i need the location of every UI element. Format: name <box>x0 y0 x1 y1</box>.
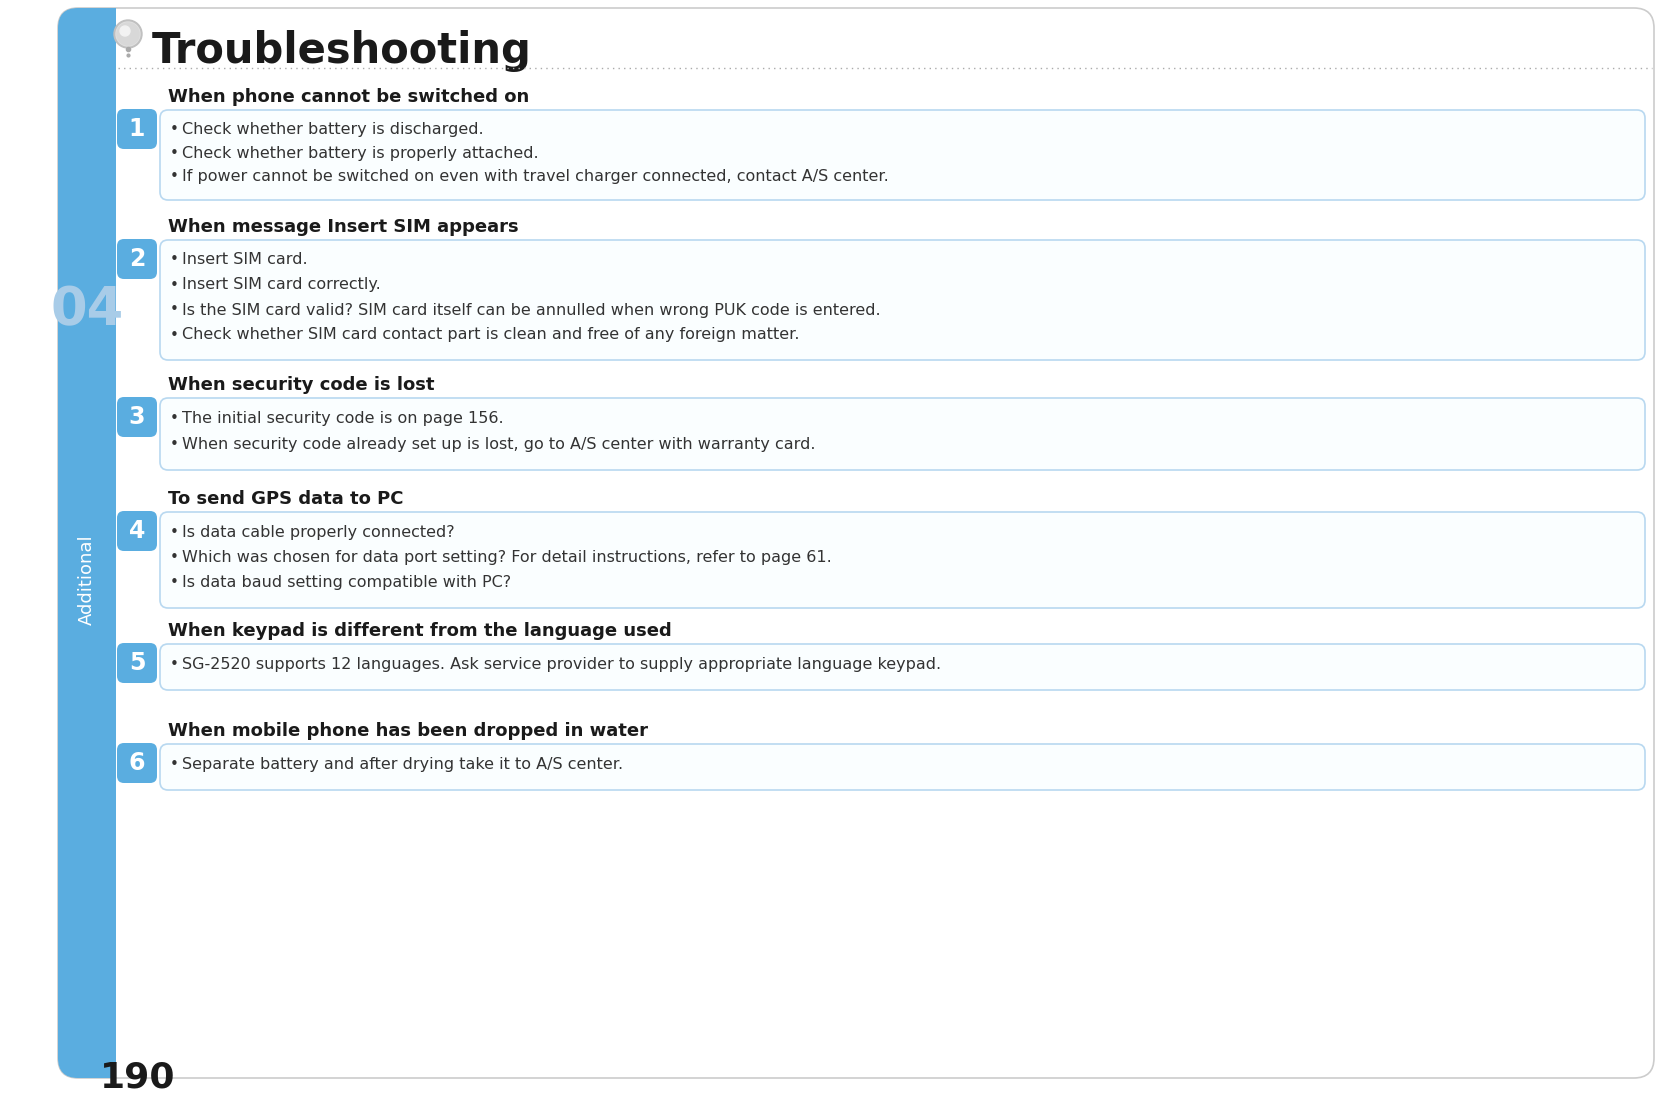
Text: Check whether battery is discharged.: Check whether battery is discharged. <box>182 123 483 138</box>
Text: •: • <box>170 123 178 138</box>
Text: •: • <box>170 278 178 292</box>
Text: •: • <box>170 524 178 539</box>
Text: Check whether battery is properly attached.: Check whether battery is properly attach… <box>182 146 538 161</box>
Circle shape <box>117 23 138 45</box>
FancyBboxPatch shape <box>58 8 117 1078</box>
FancyBboxPatch shape <box>160 512 1645 608</box>
Text: •: • <box>170 437 178 452</box>
Text: 1: 1 <box>128 117 145 141</box>
Text: When keypad is different from the language used: When keypad is different from the langua… <box>168 622 672 640</box>
Text: When security code is lost: When security code is lost <box>168 376 435 394</box>
Text: Separate battery and after drying take it to A/S center.: Separate battery and after drying take i… <box>182 757 623 771</box>
Text: When phone cannot be switched on: When phone cannot be switched on <box>168 88 528 106</box>
FancyBboxPatch shape <box>117 511 157 551</box>
Text: •: • <box>170 757 178 771</box>
Text: When message Insert SIM appears: When message Insert SIM appears <box>168 218 518 236</box>
Text: When mobile phone has been dropped in water: When mobile phone has been dropped in wa… <box>168 722 648 740</box>
FancyBboxPatch shape <box>117 397 157 437</box>
Bar <box>78 8 117 1078</box>
FancyBboxPatch shape <box>160 398 1645 470</box>
Text: 2: 2 <box>128 247 145 271</box>
Text: 4: 4 <box>128 519 145 543</box>
Text: 6: 6 <box>128 750 145 775</box>
Text: Is the SIM card valid? SIM card itself can be annulled when wrong PUK code is en: Is the SIM card valid? SIM card itself c… <box>182 303 880 317</box>
Text: •: • <box>170 303 178 317</box>
Text: 04: 04 <box>50 284 123 336</box>
Text: •: • <box>170 327 178 342</box>
Text: Which was chosen for data port setting? For detail instructions, refer to page 6: Which was chosen for data port setting? … <box>182 550 832 565</box>
Text: •: • <box>170 550 178 565</box>
FancyBboxPatch shape <box>117 743 157 783</box>
FancyBboxPatch shape <box>117 643 157 683</box>
Text: SG-2520 supports 12 languages. Ask service provider to supply appropriate langua: SG-2520 supports 12 languages. Ask servi… <box>182 656 942 672</box>
Text: If power cannot be switched on even with travel charger connected, contact A/S c: If power cannot be switched on even with… <box>182 168 889 184</box>
FancyBboxPatch shape <box>117 238 157 279</box>
Text: Is data baud setting compatible with PC?: Is data baud setting compatible with PC? <box>182 575 512 590</box>
Text: Additional: Additional <box>78 535 97 626</box>
Text: •: • <box>170 253 178 268</box>
Text: 3: 3 <box>128 405 145 429</box>
FancyBboxPatch shape <box>117 109 157 149</box>
Circle shape <box>120 26 130 36</box>
Text: •: • <box>170 410 178 426</box>
FancyBboxPatch shape <box>160 110 1645 200</box>
Text: •: • <box>170 146 178 161</box>
Text: 5: 5 <box>128 651 145 675</box>
FancyBboxPatch shape <box>160 644 1645 690</box>
Text: To send GPS data to PC: To send GPS data to PC <box>168 490 403 508</box>
Circle shape <box>117 22 140 46</box>
FancyBboxPatch shape <box>58 8 1654 1078</box>
Text: Check whether SIM card contact part is clean and free of any foreign matter.: Check whether SIM card contact part is c… <box>182 327 800 342</box>
Circle shape <box>113 20 142 48</box>
Text: •: • <box>170 656 178 672</box>
Text: 190: 190 <box>100 1060 175 1094</box>
Text: Insert SIM card.: Insert SIM card. <box>182 253 308 268</box>
Text: Troubleshooting: Troubleshooting <box>152 30 532 72</box>
FancyBboxPatch shape <box>160 240 1645 360</box>
FancyBboxPatch shape <box>160 744 1645 790</box>
Text: Insert SIM card correctly.: Insert SIM card correctly. <box>182 278 380 292</box>
Text: •: • <box>170 575 178 590</box>
Text: •: • <box>170 168 178 184</box>
Text: Is data cable properly connected?: Is data cable properly connected? <box>182 524 455 539</box>
Text: When security code already set up is lost, go to A/S center with warranty card.: When security code already set up is los… <box>182 437 815 452</box>
Text: The initial security code is on page 156.: The initial security code is on page 156… <box>182 410 503 426</box>
